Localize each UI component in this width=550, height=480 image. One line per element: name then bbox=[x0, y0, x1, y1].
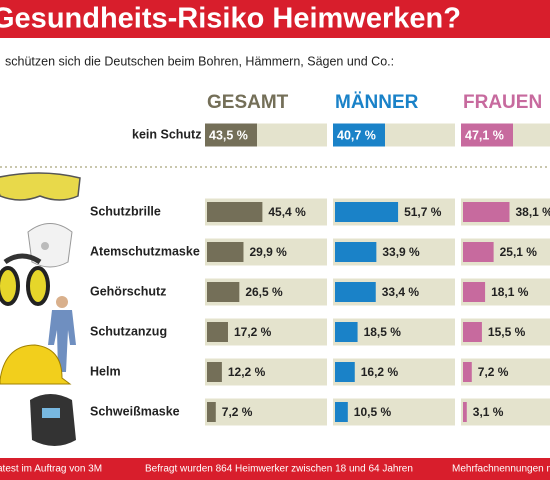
bar bbox=[207, 322, 228, 342]
value-label: 38,1 % bbox=[515, 205, 550, 219]
bar bbox=[335, 322, 358, 342]
legend-label: GESAMT bbox=[207, 92, 289, 113]
category-label: Gehörschutz bbox=[90, 284, 166, 298]
track bbox=[205, 358, 327, 386]
footer-text: Mehrfachnennungen m bbox=[452, 464, 550, 475]
bar bbox=[463, 402, 467, 422]
value-label: 33,4 % bbox=[382, 285, 420, 299]
badge bbox=[333, 123, 385, 147]
bar bbox=[335, 402, 348, 422]
bar bbox=[335, 362, 355, 382]
footer-text: Befragt wurden 864 Heimwerker zwischen 1… bbox=[145, 464, 413, 475]
value-label: 7,2 % bbox=[222, 405, 253, 419]
track bbox=[205, 398, 327, 426]
bar bbox=[463, 202, 510, 222]
track bbox=[461, 358, 550, 386]
value-label: 3,1 % bbox=[473, 405, 504, 419]
value-label: 43,5 % bbox=[209, 128, 248, 142]
bar bbox=[207, 362, 222, 382]
value-label: 33,9 % bbox=[382, 245, 420, 259]
footer-band bbox=[0, 458, 550, 480]
bar bbox=[463, 242, 494, 262]
value-label: 29,9 % bbox=[249, 245, 287, 259]
category-label: Schutzanzug bbox=[90, 324, 167, 338]
legend-label: MÄNNER bbox=[335, 92, 419, 113]
subtitle: schützen sich die Deutschen beim Bohren,… bbox=[5, 54, 394, 68]
bar bbox=[463, 362, 472, 382]
value-label: 18,5 % bbox=[364, 325, 402, 339]
value-label: 51,7 % bbox=[404, 205, 442, 219]
badge bbox=[205, 123, 257, 147]
value-label: 16,2 % bbox=[361, 365, 399, 379]
bar bbox=[463, 322, 482, 342]
value-label: 18,1 % bbox=[491, 285, 529, 299]
bar bbox=[463, 282, 486, 302]
value-label: 40,7 % bbox=[337, 128, 376, 142]
bar bbox=[335, 282, 376, 302]
bar bbox=[207, 402, 216, 422]
legend-label: FRAUEN bbox=[463, 92, 542, 113]
value-label: 25,1 % bbox=[500, 245, 538, 259]
chart-title: Gesundheits-Risiko Heimwerken? bbox=[0, 3, 461, 35]
category-label: Atemschutzmaske bbox=[90, 244, 200, 258]
illustrations bbox=[0, 172, 81, 446]
bar bbox=[207, 242, 244, 262]
bar bbox=[335, 242, 377, 262]
value-label: 47,1 % bbox=[465, 128, 504, 142]
value-label: 45,4 % bbox=[268, 205, 306, 219]
badge bbox=[461, 123, 513, 147]
title-banner bbox=[0, 0, 550, 38]
category-label: kein Schutz bbox=[132, 127, 201, 141]
bar bbox=[207, 282, 240, 302]
value-label: 12,2 % bbox=[228, 365, 266, 379]
category-label: Schweißmaske bbox=[90, 404, 180, 418]
track bbox=[333, 398, 455, 426]
value-label: 10,5 % bbox=[354, 405, 392, 419]
value-label: 17,2 % bbox=[234, 325, 272, 339]
value-label: 7,2 % bbox=[478, 365, 509, 379]
bar bbox=[335, 202, 399, 222]
value-label: 15,5 % bbox=[488, 325, 526, 339]
category-label: Schutzbrille bbox=[90, 204, 161, 218]
bar bbox=[207, 202, 263, 222]
track bbox=[461, 398, 550, 426]
footer-text: atest im Auftrag von 3M bbox=[0, 464, 102, 475]
category-label: Helm bbox=[90, 364, 121, 378]
value-label: 26,5 % bbox=[245, 285, 283, 299]
